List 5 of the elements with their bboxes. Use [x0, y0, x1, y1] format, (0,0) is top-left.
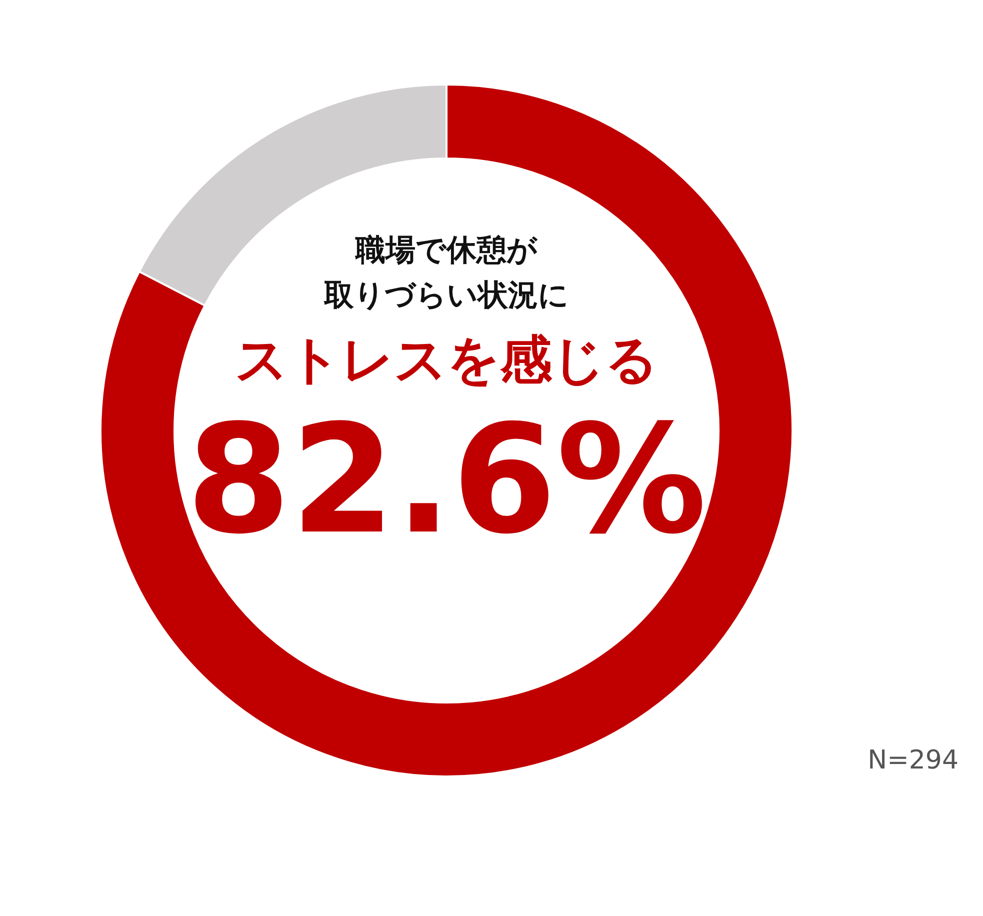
text: 取りづらい状況に — [323, 278, 569, 313]
text: N=294 — [868, 746, 959, 776]
text: 職場で休憩が — [354, 233, 538, 268]
slice-label: ストレスを感じる — [235, 330, 658, 390]
data-label: 82.6% — [186, 394, 707, 568]
